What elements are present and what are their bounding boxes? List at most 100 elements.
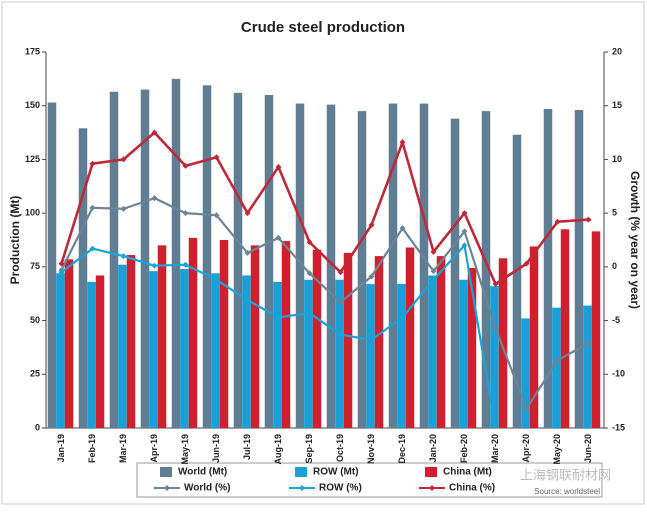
- y-tick-label: 0: [35, 422, 40, 432]
- x-tick-label: Jul-19: [242, 434, 252, 460]
- bar: [343, 252, 353, 428]
- bar: [436, 256, 446, 428]
- bar: [366, 284, 375, 428]
- marker: [523, 260, 530, 267]
- marker: [306, 239, 313, 246]
- marker: [89, 245, 96, 252]
- y-tick-label: 75: [30, 261, 40, 271]
- y2-tick-label: 20: [612, 46, 622, 56]
- bar: [397, 284, 406, 428]
- bar: [459, 279, 468, 428]
- bar: [498, 258, 508, 428]
- x-tick-label: Jun-20: [583, 434, 593, 463]
- marker: [430, 276, 437, 283]
- marker: [182, 210, 189, 217]
- marker: [368, 273, 375, 280]
- marker: [492, 281, 499, 288]
- bar: [295, 103, 305, 428]
- bar: [157, 245, 167, 428]
- bar: [109, 91, 119, 428]
- bar: [512, 134, 522, 428]
- marker: [151, 129, 158, 136]
- y2-tick-label: -10: [612, 369, 625, 379]
- x-tick-label: Mar-19: [118, 434, 128, 463]
- bar: [95, 275, 105, 428]
- marker: [585, 216, 592, 223]
- bar: [188, 237, 198, 428]
- marker: [368, 336, 375, 343]
- marker: [213, 212, 220, 219]
- marker: [492, 425, 499, 428]
- marker: [430, 248, 437, 255]
- y-tick-label: 125: [25, 154, 40, 164]
- plot-area: [47, 78, 601, 428]
- marker: [151, 262, 158, 269]
- bar: [242, 275, 251, 428]
- x-tick-label: Jan-20: [428, 434, 438, 463]
- bar: [149, 271, 158, 428]
- marker: [275, 163, 282, 170]
- bar: [574, 110, 584, 428]
- watermark: 上海钢联耐材网: [520, 467, 611, 482]
- legend-label: China (Mt): [443, 467, 492, 478]
- y2-tick-label: -5: [612, 315, 620, 325]
- x-tick-label: Sep-19: [304, 434, 314, 464]
- x-tick-label: May-19: [180, 434, 190, 465]
- x-tick-label: Jun-19: [211, 434, 221, 463]
- bar: [273, 281, 282, 428]
- marker: [151, 195, 158, 202]
- marker: [461, 228, 468, 235]
- marker: [430, 268, 437, 275]
- marker: [461, 242, 468, 249]
- x-tick-label: Apr-19: [149, 434, 159, 463]
- x-tick-label: Nov-19: [366, 434, 376, 464]
- x-tick-label: Apr-20: [521, 434, 531, 463]
- marker: [244, 297, 251, 304]
- bar: [118, 264, 127, 428]
- bar: [87, 281, 96, 428]
- bar: [140, 89, 150, 428]
- bar: [171, 78, 181, 428]
- marker: [306, 270, 313, 277]
- x-tick-label: Feb-20: [459, 434, 469, 463]
- marker: [244, 249, 251, 256]
- bar: [467, 267, 477, 428]
- bar: [78, 128, 88, 428]
- marker: [58, 269, 65, 276]
- bar: [126, 255, 136, 428]
- line: [60, 130, 589, 286]
- marker: [368, 221, 375, 228]
- x-tick-label: Dec-19: [397, 434, 407, 464]
- marker: [399, 139, 406, 146]
- y-tick-label: 175: [25, 46, 40, 56]
- chart-title: Crude steel production: [241, 19, 405, 36]
- x-tick-label: Mar-20: [490, 434, 500, 463]
- marker: [120, 253, 127, 260]
- marker: [337, 299, 344, 306]
- bar: [552, 307, 561, 428]
- marker: [337, 269, 344, 276]
- y2-tick-label: -15: [612, 422, 625, 432]
- marker: [492, 325, 499, 332]
- bar: [543, 108, 553, 428]
- marker: [182, 261, 189, 268]
- y2-tick-label: 10: [612, 154, 622, 164]
- bar: [304, 279, 313, 428]
- marker: [399, 225, 406, 232]
- legend-marker: [299, 485, 305, 491]
- bar: [47, 102, 57, 428]
- bar: [428, 275, 437, 428]
- bar: [233, 92, 243, 428]
- marker: [89, 204, 96, 211]
- y-tick-label: 25: [30, 369, 40, 379]
- marker: [337, 331, 344, 338]
- bar: [405, 247, 415, 428]
- bar: [335, 279, 344, 428]
- bar: [450, 118, 460, 428]
- marker: [461, 210, 468, 217]
- y-tick-label: 50: [30, 315, 40, 325]
- bar: [560, 229, 570, 428]
- x-tick-label: Aug-19: [273, 434, 283, 465]
- legend-label: World (Mt): [178, 467, 227, 478]
